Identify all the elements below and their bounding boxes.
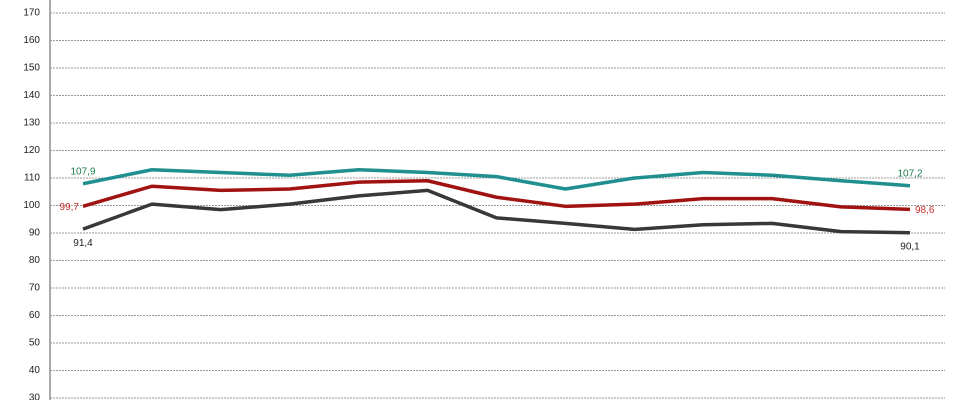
data-label: 99,7: [60, 202, 80, 213]
y-tick-label: 50: [29, 338, 41, 349]
y-tick-label: 110: [24, 173, 40, 184]
y-tick-label: 130: [23, 118, 40, 129]
y-tick-label: 40: [29, 365, 41, 376]
series-line: [82, 188, 911, 235]
y-tick-label: 70: [29, 283, 41, 294]
y-tick-label: 30: [29, 393, 41, 400]
y-tick-label: 160: [23, 35, 40, 46]
y-tick-label: 150: [23, 63, 40, 74]
y-tick-label: 90: [29, 228, 41, 239]
series-line: [82, 168, 911, 191]
data-label: 90,1: [900, 241, 920, 252]
y-tick-label: 100: [23, 200, 40, 211]
y-tick-label: 170: [23, 8, 40, 19]
y-tick-label: 60: [29, 310, 41, 321]
y-tick-label: 120: [23, 145, 40, 156]
data-label: 107,2: [897, 168, 922, 179]
data-label: 98,6: [915, 205, 935, 216]
data-label: 107,9: [70, 166, 95, 177]
series-line: [82, 179, 911, 212]
data-label: 91,4: [73, 238, 93, 249]
y-tick-label: 80: [29, 255, 41, 266]
y-tick-label: 140: [23, 90, 40, 101]
